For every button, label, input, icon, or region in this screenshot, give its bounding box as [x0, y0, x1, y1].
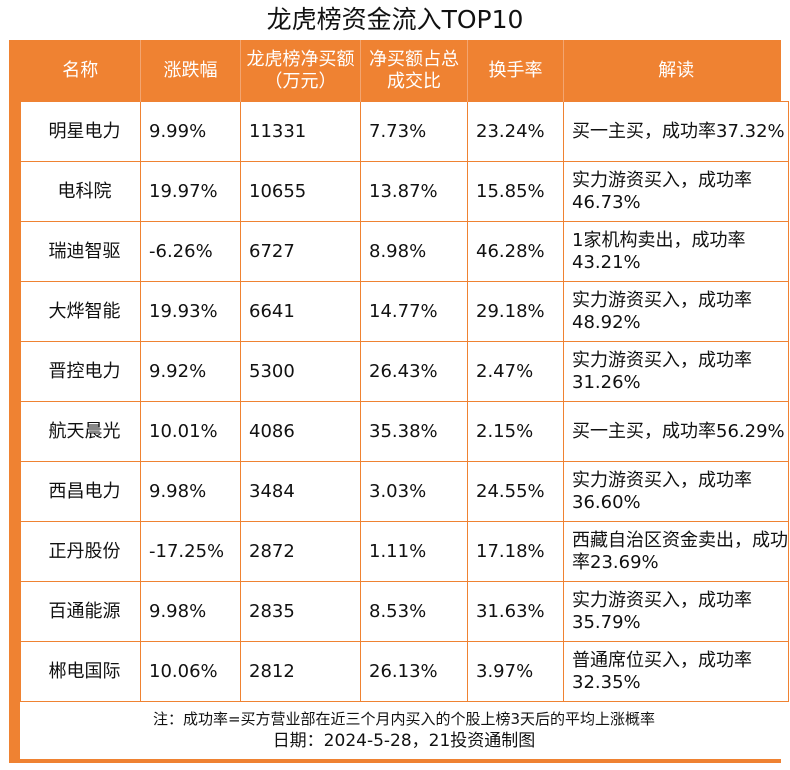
- page-title: 龙虎榜资金流入TOP10: [266, 5, 524, 34]
- cell-change: 9.98%: [140, 461, 241, 522]
- cell-ratio: 26.43%: [360, 341, 468, 402]
- header-net-buy: 龙虎榜净买额（万元）: [240, 40, 361, 102]
- cell-note: 1家机构卖出，成功率43.21%: [563, 221, 789, 282]
- cell-turnover: 23.24%: [467, 101, 564, 162]
- cell-note: 西藏自治区资金卖出，成功率23.69%: [563, 521, 789, 582]
- table-row: 西昌电力 9.98% 3484 3.03% 24.55% 实力游资买入，成功率36.60%: [20, 461, 789, 522]
- cell-ratio: 7.73%: [360, 101, 468, 162]
- cell-change: -17.25%: [140, 521, 241, 582]
- cell-ratio: 35.38%: [360, 401, 468, 462]
- table-row: 明星电力 9.99% 11331 7.73% 23.24% 买一主买，成功率37.32%: [20, 101, 789, 162]
- cell-name: 瑞迪智驱: [20, 221, 141, 282]
- footnote: 注：成功率=买方营业部在近三个月内买入的个股上榜3天后的平均上涨概率: [152, 710, 656, 728]
- cell-net-buy: 2812: [240, 641, 361, 702]
- header-ratio: 净买额占总成交比: [360, 40, 468, 102]
- cell-note: 买一主买，成功率37.32%: [563, 101, 789, 162]
- cell-turnover: 15.85%: [467, 161, 564, 222]
- cell-turnover: 46.28%: [467, 221, 564, 282]
- cell-name: 明星电力: [20, 101, 141, 162]
- cell-net-buy: 2872: [240, 521, 361, 582]
- cell-change: 10.06%: [140, 641, 241, 702]
- footer: 注：成功率=买方营业部在近三个月内买入的个股上榜3天后的平均上涨概率 日期：20…: [20, 702, 788, 759]
- cell-change: 19.97%: [140, 161, 241, 222]
- cell-name: 郴电国际: [20, 641, 141, 702]
- cell-ratio: 3.03%: [360, 461, 468, 522]
- cell-turnover: 29.18%: [467, 281, 564, 342]
- cell-name: 百通能源: [20, 581, 141, 642]
- cell-note: 买一主买，成功率56.29%: [563, 401, 789, 462]
- cell-turnover: 17.18%: [467, 521, 564, 582]
- cell-ratio: 8.53%: [360, 581, 468, 642]
- cell-change: 19.93%: [140, 281, 241, 342]
- cell-net-buy: 5300: [240, 341, 361, 402]
- table-row: 晋控电力 9.92% 5300 26.43% 2.47% 实力游资买入，成功率31.26%: [20, 341, 789, 402]
- table-body: 明星电力 9.99% 11331 7.73% 23.24% 买一主买，成功率37.32% 电…: [20, 101, 789, 702]
- cell-name: 西昌电力: [20, 461, 141, 522]
- cell-ratio: 1.11%: [360, 521, 468, 582]
- table-header-row: 名称 涨跌幅 龙虎榜净买额（万元） 净买额占总成交比 换手率 解读: [20, 40, 789, 102]
- cell-change: 9.92%: [140, 341, 241, 402]
- cell-ratio: 13.87%: [360, 161, 468, 222]
- cell-turnover: 31.63%: [467, 581, 564, 642]
- table-row: 电科院 19.97% 10655 13.87% 15.85% 实力游资买入，成功率46.7…: [20, 161, 789, 222]
- table-row: 大烨智能 19.93% 6641 14.77% 29.18% 实力游资买入，成功率48.9…: [20, 281, 789, 342]
- cell-name: 航天晨光: [20, 401, 141, 462]
- cell-change: -6.26%: [140, 221, 241, 282]
- cell-change: 10.01%: [140, 401, 241, 462]
- cell-note: 实力游资买入，成功率36.60%: [563, 461, 789, 522]
- table-row: 正丹股份 -17.25% 2872 1.11% 17.18% 西藏自治区资金卖出，成功率2…: [20, 521, 789, 582]
- cell-ratio: 14.77%: [360, 281, 468, 342]
- table-row: 郴电国际 10.06% 2812 26.13% 3.97% 普通席位买入，成功率32.35…: [20, 641, 789, 702]
- cell-ratio: 8.98%: [360, 221, 468, 282]
- table-row: 航天晨光 10.01% 4086 35.38% 2.15% 买一主买，成功率56.29%: [20, 401, 789, 462]
- header-turnover: 换手率: [467, 40, 564, 102]
- cell-net-buy: 3484: [240, 461, 361, 522]
- cell-turnover: 3.97%: [467, 641, 564, 702]
- cell-net-buy: 6727: [240, 221, 361, 282]
- header-change: 涨跌幅: [140, 40, 241, 102]
- cell-note: 实力游资买入，成功率35.79%: [563, 581, 789, 642]
- cell-net-buy: 4086: [240, 401, 361, 462]
- cell-net-buy: 6641: [240, 281, 361, 342]
- cell-change: 9.98%: [140, 581, 241, 642]
- date-line: 日期：2024-5-28，21投资通制图: [272, 731, 536, 751]
- cell-net-buy: 11331: [240, 101, 361, 162]
- cell-name: 晋控电力: [20, 341, 141, 402]
- cell-name: 正丹股份: [20, 521, 141, 582]
- cell-net-buy: 2835: [240, 581, 361, 642]
- cell-turnover: 24.55%: [467, 461, 564, 522]
- cell-note: 实力游资买入，成功率46.73%: [563, 161, 789, 222]
- cell-note: 实力游资买入，成功率31.26%: [563, 341, 789, 402]
- cell-note: 普通席位买入，成功率32.35%: [563, 641, 789, 702]
- table-row: 瑞迪智驱 -6.26% 6727 8.98% 46.28% 1家机构卖出，成功率43.21…: [20, 221, 789, 282]
- cell-net-buy: 10655: [240, 161, 361, 222]
- cell-ratio: 26.13%: [360, 641, 468, 702]
- data-table: 名称 涨跌幅 龙虎榜净买额（万元） 净买额占总成交比 换手率 解读 明星电力 9.…: [20, 40, 789, 702]
- table-row: 百通能源 9.98% 2835 8.53% 31.63% 实力游资买入，成功率35.79%: [20, 581, 789, 642]
- cell-name: 电科院: [20, 161, 141, 222]
- cell-turnover: 2.47%: [467, 341, 564, 402]
- cell-turnover: 2.15%: [467, 401, 564, 462]
- cell-note: 实力游资买入，成功率48.92%: [563, 281, 789, 342]
- table-frame: 名称 涨跌幅 龙虎榜净买额（万元） 净买额占总成交比 换手率 解读 明星电力 9.…: [9, 40, 789, 763]
- header-name: 名称: [20, 40, 141, 102]
- header-note: 解读: [658, 59, 695, 81]
- cell-change: 9.99%: [140, 101, 241, 162]
- cell-name: 大烨智能: [20, 281, 141, 342]
